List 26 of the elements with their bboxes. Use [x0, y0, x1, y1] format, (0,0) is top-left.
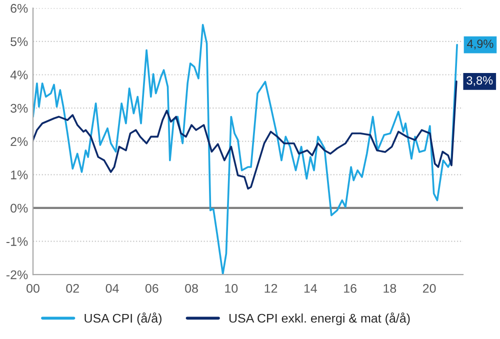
x-tick-label: 16 — [344, 284, 356, 293]
y-tick-label: 5% — [10, 37, 28, 46]
x-tick-label: 14 — [304, 284, 318, 293]
y-tick-label: 3% — [10, 104, 28, 113]
x-tick-label: 02 — [66, 284, 79, 293]
line-series — [33, 24, 458, 275]
annotation: 4,9% — [467, 40, 494, 50]
y-tick-label: 0% — [10, 204, 28, 213]
y-tick-label: -2% — [6, 270, 28, 280]
line-series — [33, 80, 458, 190]
x-tick-label: 12 — [264, 284, 278, 293]
y-tick-label: 1% — [11, 170, 28, 180]
x-tick-label: 04 — [106, 284, 119, 293]
y-tick-label: 2% — [10, 137, 28, 146]
annotation: 3,8% — [466, 76, 493, 86]
y-tick-label: -1% — [6, 237, 28, 246]
y-tick-label: 4% — [10, 70, 28, 80]
legend-label: USA CPI (å/å) — [84, 312, 162, 326]
x-tick-label: 08 — [185, 284, 198, 293]
x-tick-label: 18 — [384, 284, 396, 293]
y-tick-label: 6% — [10, 4, 28, 13]
legend-label: USA CPI exkl. energi & mat (å/å) — [229, 312, 410, 326]
x-tick-label: 10 — [225, 284, 238, 293]
x-tick-label: 00 — [26, 284, 40, 293]
x-tick-label: 20 — [422, 284, 436, 293]
x-tick-label: 06 — [145, 284, 158, 293]
